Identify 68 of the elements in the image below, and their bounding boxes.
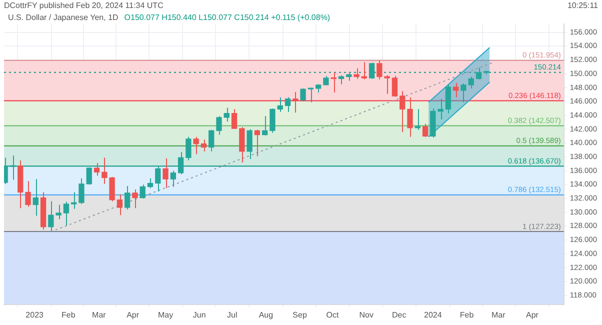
candlestick [132, 188, 138, 209]
candlestick [400, 90, 406, 133]
x-tick-label: Mar [92, 310, 106, 320]
candlestick [200, 139, 207, 152]
x-tick-label: Apr [526, 310, 539, 320]
candlestick [453, 82, 459, 98]
candlestick [246, 128, 252, 160]
candlestick [239, 126, 245, 163]
x-tick-label: Mar [492, 310, 506, 320]
candlestick [32, 178, 38, 216]
candlestick [231, 108, 238, 130]
candlestick [186, 136, 192, 161]
candlestick [270, 108, 276, 134]
x-tick-label: Feb [460, 310, 474, 320]
candlestick [109, 176, 115, 202]
text: DCottrFY published Feb 20, 2024 11:34 UTC [4, 1, 164, 10]
candlestick [445, 84, 452, 114]
candlestick [124, 186, 130, 210]
x-tick-label: Oct [326, 310, 340, 320]
candlestick [292, 91, 298, 114]
candlestick [147, 178, 154, 189]
chart-title: U.S. Dollar / Japanese Yen, 1D [8, 13, 118, 22]
x-tick-label: Jun [192, 310, 206, 320]
x-tick-label: Feb [61, 310, 76, 320]
x-tick-label: 2024 [424, 310, 442, 320]
x-tick-label: Aug [258, 310, 274, 320]
candlestick [25, 180, 31, 208]
candlestick [78, 178, 84, 205]
candlestick [162, 158, 168, 189]
candlestick [193, 136, 199, 155]
candlestick [392, 75, 398, 98]
candlestick [376, 60, 382, 80]
candlestick [208, 129, 214, 152]
candlestick [361, 62, 367, 80]
candlestick [284, 96, 291, 112]
candlestick [94, 162, 100, 176]
candlestick [422, 123, 428, 138]
candlestick [140, 184, 146, 199]
candlestick [178, 152, 184, 175]
candlestick [407, 96, 413, 138]
candlestick [71, 192, 77, 210]
x-tick-label: Apr [126, 310, 140, 320]
chart-subtitle: O150.077 H150.440 L150.077 C150.214 +0.115 (+0.08%) [124, 13, 330, 22]
candlestick [155, 166, 161, 192]
candlestick [262, 116, 268, 136]
candlestick [468, 76, 474, 89]
candlestick [224, 107, 230, 122]
candlestick [384, 74, 390, 94]
x-tick-label: Dec [392, 310, 406, 320]
x-tick-label: Jul [226, 310, 238, 320]
x-tick-label: Nov [359, 310, 374, 320]
candlestick [170, 170, 176, 188]
candlestick [216, 116, 222, 136]
x-tick-label: Sep [292, 310, 308, 320]
candlestick [102, 157, 108, 184]
candlestick [300, 88, 306, 102]
candlestick [354, 68, 360, 80]
candlestick [323, 75, 329, 86]
candlestick [254, 129, 260, 157]
candlestick [277, 96, 283, 112]
x-tick-label: 2023 [26, 310, 44, 320]
candlestick [63, 201, 70, 226]
candlestick [460, 83, 466, 103]
candlestick [116, 194, 123, 216]
x-tick-label: May [158, 310, 174, 320]
candlestick [414, 108, 420, 130]
candlestick [476, 67, 482, 80]
text: 10:25:11 [567, 1, 598, 10]
